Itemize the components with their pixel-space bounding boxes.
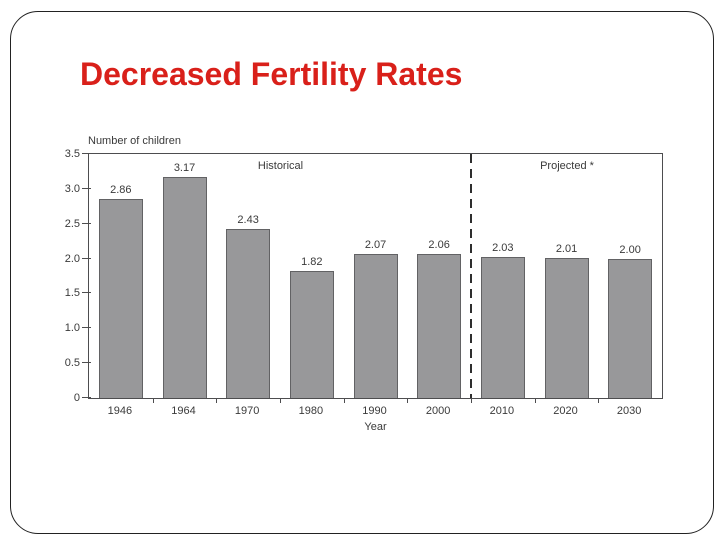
x-tick-label-1990: 1990: [362, 405, 387, 417]
x-tick-7: [534, 399, 536, 403]
x-tick-label-2010: 2010: [489, 405, 515, 417]
bar-value-label-1980: 1.82: [301, 256, 323, 269]
y-tick-2.0: [82, 257, 91, 259]
y-tick-0: [82, 397, 91, 398]
bar-2030: [608, 258, 653, 398]
historical-region-label: Historical: [257, 160, 304, 172]
y-tick-label-1.5: 1.5: [64, 287, 80, 300]
y-tick-label-2.5: 2.5: [64, 217, 80, 230]
x-tick-label-1980: 1980: [298, 405, 324, 417]
x-tick-label-2030: 2030: [616, 405, 642, 417]
bar-1946: [98, 198, 143, 398]
x-tick-label-2000: 2000: [425, 405, 451, 417]
x-tick-3: [280, 399, 281, 403]
x-tick-label-1964: 1964: [171, 405, 196, 417]
x-tick-2: [216, 399, 218, 403]
y-tick-0.5: [82, 362, 91, 364]
y-tick-label-3.5: 3.5: [64, 148, 80, 160]
x-tick-1: [152, 399, 154, 403]
bar-2020: [544, 257, 589, 398]
y-tick-label-1.0: 1.0: [64, 322, 80, 335]
y-tick-label-2.0: 2.0: [64, 252, 80, 265]
y-tick-label-0: 0: [73, 392, 80, 404]
bar-1970: [226, 228, 271, 398]
bar-1980: [289, 271, 334, 398]
bar-value-label-2010: 2.03: [492, 241, 514, 254]
bar-2010: [480, 256, 525, 398]
bar-value-label-2020: 2.01: [555, 242, 578, 255]
y-tick-label-3.0: 3.0: [64, 182, 80, 195]
slide-title: Decreased Fertility Rates: [80, 56, 463, 92]
historical-projected-separator: [470, 154, 472, 398]
bar-1964: [162, 177, 207, 398]
bar-value-label-1970: 2.43: [237, 213, 259, 226]
bar-value-label-2000: 2.06: [428, 239, 450, 252]
bar-value-label-1964: 3.17: [173, 162, 196, 174]
y-tick-3.0: [82, 187, 91, 189]
bar-2000: [417, 254, 462, 398]
bar-value-label-1990: 2.07: [364, 238, 387, 251]
y-axis-caption: Number of children: [88, 135, 181, 147]
x-tick-label-1946: 1946: [107, 405, 133, 417]
y-tick-2.5: [82, 222, 91, 224]
y-tick-1.5: [82, 292, 91, 294]
plot-area: Historical Projected * 2.86 3.17 2.43 1.82 2…: [88, 153, 663, 399]
y-tick-label-0.5: 0.5: [64, 357, 80, 370]
x-tick-label-2020: 2020: [553, 405, 578, 417]
x-tick-6: [471, 399, 472, 403]
x-tick-4: [343, 399, 345, 403]
x-axis-caption: Year: [364, 421, 387, 433]
x-tick-5: [407, 399, 409, 403]
bar-value-label-2030: 2.00: [619, 243, 641, 256]
projected-region-label: Projected *: [540, 160, 594, 172]
x-tick-8: [598, 399, 600, 403]
y-tick-3.5: [82, 153, 91, 154]
bar-value-label-1946: 2.86: [110, 183, 132, 196]
y-tick-1.0: [82, 327, 91, 329]
x-tick-label-1970: 1970: [234, 405, 260, 417]
bar-1990: [353, 253, 398, 398]
